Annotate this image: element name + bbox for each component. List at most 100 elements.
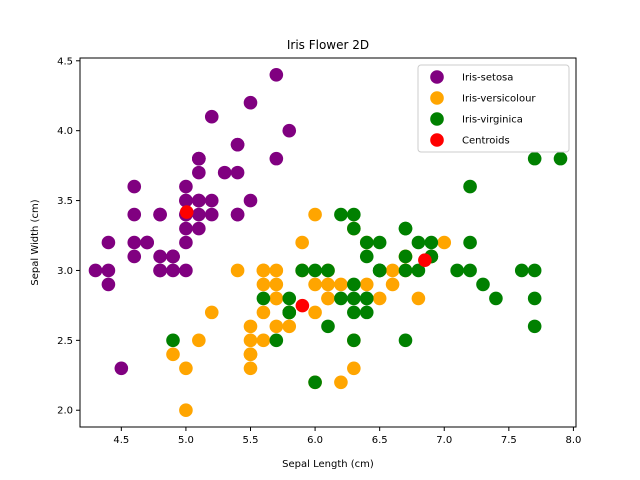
point-iris-setosa	[101, 277, 116, 292]
x-tick-label: 8.0	[565, 435, 581, 446]
point-iris-setosa	[269, 67, 284, 82]
point-iris-versicolour	[230, 263, 245, 278]
point-iris-virginica	[347, 207, 361, 222]
point-iris-virginica	[463, 235, 477, 250]
point-iris-setosa	[192, 165, 206, 180]
point-iris-versicolour	[243, 347, 258, 362]
point-iris-virginica	[514, 263, 529, 278]
point-iris-setosa	[230, 137, 245, 152]
point-iris-setosa	[88, 263, 103, 278]
point-iris-virginica	[450, 263, 464, 278]
point-iris-virginica	[321, 319, 335, 334]
point-iris-versicolour	[243, 333, 258, 348]
point-iris-virginica	[372, 263, 387, 278]
legend-marker-centroids	[430, 133, 444, 147]
point-iris-setosa	[140, 235, 154, 250]
point-iris-virginica	[553, 151, 568, 166]
x-axis-label: Sepal Length (cm)	[282, 459, 374, 470]
legend: Iris-setosa Iris-versicolour Iris-virginic…	[417, 64, 570, 153]
point-iris-virginica	[347, 221, 361, 236]
point-iris-virginica	[282, 305, 297, 320]
chart-title: Iris Flower 2D	[287, 38, 369, 52]
point-iris-virginica	[489, 291, 503, 306]
point-iris-virginica	[372, 235, 387, 250]
point-iris-virginica	[398, 249, 413, 264]
point-iris-setosa	[243, 95, 258, 110]
legend-label-iris-versicolour: Iris-versicolour	[462, 94, 536, 105]
point-iris-versicolour	[308, 207, 322, 222]
point-iris-versicolour	[359, 277, 374, 292]
point-iris-setosa	[153, 263, 167, 278]
point-iris-virginica	[295, 263, 309, 278]
point-iris-setosa	[192, 207, 206, 222]
x-tick-label: 7.0	[436, 435, 452, 446]
point-iris-virginica	[398, 263, 413, 278]
point-iris-setosa	[179, 179, 193, 194]
point-iris-setosa	[127, 179, 142, 194]
plot-frame	[79, 57, 577, 428]
legend-marker-iris-setosa	[430, 70, 444, 84]
point-iris-setosa	[243, 193, 258, 208]
x-tick-label: 6.5	[372, 435, 388, 446]
x-tick-label: 5.0	[178, 435, 194, 446]
point-iris-setosa	[192, 193, 206, 208]
point-iris-virginica	[359, 235, 374, 250]
point-iris-virginica	[308, 263, 322, 278]
point-iris-setosa	[179, 235, 193, 250]
y-tick-label: 3.0	[57, 266, 73, 277]
point-iris-setosa	[282, 123, 297, 138]
data-points	[88, 67, 568, 418]
point-iris-setosa	[127, 235, 142, 250]
point-iris-virginica	[334, 291, 348, 306]
y-axis-label: Sepal Width (cm)	[30, 199, 41, 285]
point-iris-versicolour	[385, 263, 400, 278]
point-iris-virginica	[308, 375, 322, 390]
point-iris-versicolour	[411, 291, 426, 306]
point-iris-virginica	[347, 305, 361, 320]
y-tick-label: 2.0	[57, 406, 73, 417]
point-iris-setosa	[230, 165, 245, 180]
point-iris-versicolour	[179, 403, 193, 418]
point-iris-virginica	[527, 291, 542, 306]
point-iris-virginica	[476, 277, 490, 292]
point-iris-setosa	[114, 361, 129, 376]
x-tick-label: 7.5	[501, 435, 517, 446]
point-iris-setosa	[153, 249, 167, 264]
point-iris-setosa	[179, 221, 193, 236]
legend-label-iris-setosa: Iris-setosa	[462, 73, 513, 84]
point-iris-setosa	[217, 165, 232, 180]
point-iris-versicolour	[256, 277, 271, 292]
point-iris-setosa	[153, 207, 167, 222]
point-iris-virginica	[347, 277, 361, 292]
point-iris-versicolour	[347, 361, 361, 376]
point-iris-versicolour	[269, 291, 284, 306]
point-iris-virginica	[347, 333, 361, 348]
point-iris-virginica	[527, 319, 542, 334]
point-iris-virginica	[321, 263, 335, 278]
point-iris-virginica	[411, 235, 426, 250]
point-iris-versicolour	[243, 361, 258, 376]
x-tick-label: 5.5	[243, 435, 259, 446]
point-iris-setosa	[179, 193, 193, 208]
y-tick-label: 4.0	[57, 126, 73, 137]
point-iris-setosa	[230, 207, 245, 222]
point-iris-setosa	[166, 263, 180, 278]
point-iris-versicolour	[256, 333, 271, 348]
point-iris-versicolour	[334, 277, 348, 292]
point-iris-versicolour	[334, 375, 348, 390]
legend-box	[417, 64, 570, 153]
point-centroids	[418, 253, 432, 267]
point-iris-virginica	[282, 291, 297, 306]
point-iris-virginica	[424, 235, 439, 250]
point-iris-setosa	[204, 109, 219, 124]
legend-marker-iris-versicolour	[430, 91, 444, 105]
point-iris-versicolour	[321, 277, 335, 292]
point-iris-virginica	[527, 263, 542, 278]
point-iris-virginica	[398, 221, 413, 236]
point-iris-setosa	[204, 193, 219, 208]
point-iris-virginica	[359, 249, 374, 264]
point-iris-versicolour	[385, 277, 400, 292]
y-tick-label: 2.5	[57, 336, 73, 347]
point-iris-versicolour	[269, 319, 284, 334]
point-centroids	[179, 205, 194, 219]
